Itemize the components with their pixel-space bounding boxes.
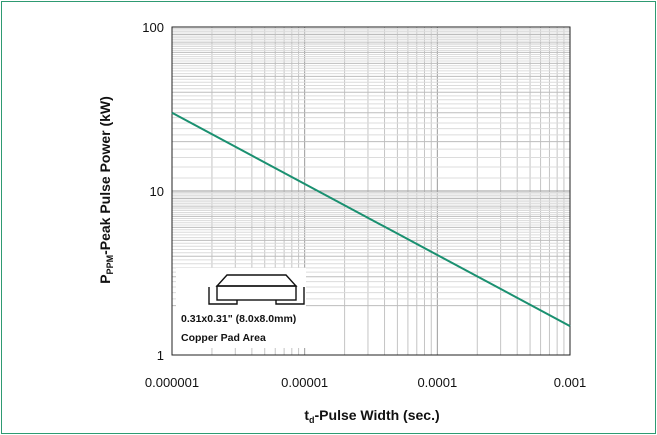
copper-pad-inset: 0.31x0.31" (8.0x8.0mm) Copper Pad Area	[176, 268, 306, 348]
x-tick-label: 0.001	[554, 375, 587, 390]
x-axis-label-rest: -Pulse Width (sec.)	[315, 407, 440, 423]
y-tick-labels: 1 10 100	[142, 20, 164, 363]
smd-package-icon	[208, 274, 305, 305]
series-layer	[171, 111, 571, 328]
y-axis-label-sub: PPM	[105, 255, 115, 275]
y-tick-label: 1	[157, 348, 164, 363]
y-axis-label-main: P	[97, 274, 113, 283]
series-line	[171, 111, 571, 328]
x-tick-label: 0.00001	[281, 375, 328, 390]
x-tick-label: 0.000001	[145, 375, 199, 390]
plot-border	[171, 26, 571, 356]
y-axis-label-rest: -Peak Pulse Power (kW)	[97, 96, 113, 255]
grid	[172, 27, 570, 355]
inset-pad-size: 0.31x0.31" (8.0x8.0mm)	[181, 313, 296, 325]
x-tick-labels: 0.000001 0.00001 0.0001 0.001	[145, 375, 586, 390]
x-tick-label: 0.0001	[417, 375, 457, 390]
x-axis-label-sub: d	[309, 415, 315, 425]
inset-pad-label: Copper Pad Area	[181, 332, 266, 344]
y-axis-label: PPPM-Peak Pulse Power (kW)	[97, 96, 115, 284]
y-tick-label: 100	[142, 20, 164, 35]
x-axis-label: td-Pulse Width (sec.)	[304, 407, 439, 425]
y-tick-label: 10	[150, 184, 164, 199]
x-axis-label-main: t	[304, 407, 309, 423]
inset-background	[176, 268, 306, 348]
